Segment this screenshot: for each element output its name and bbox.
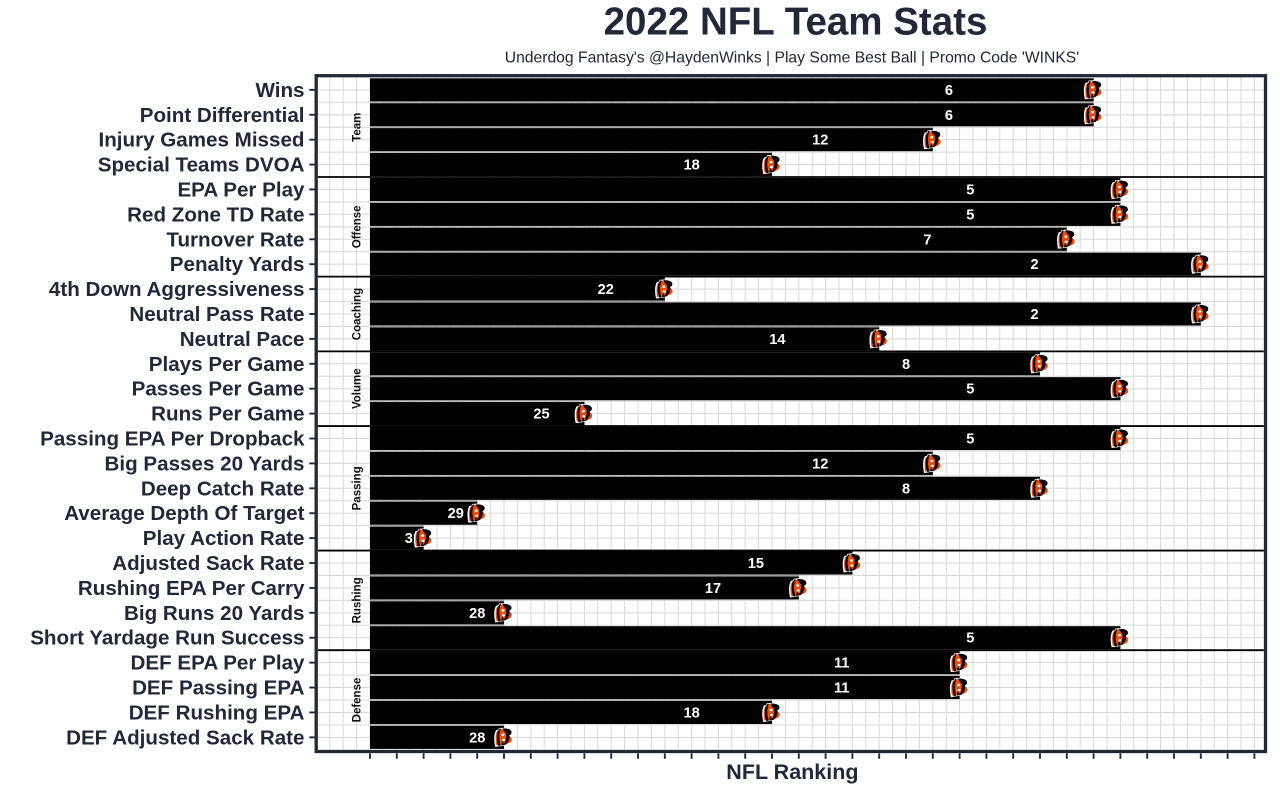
svg-text:22: 22	[598, 282, 614, 298]
svg-text:5: 5	[966, 182, 974, 198]
svg-text:Injury Games Missed: Injury Games Missed	[98, 129, 304, 152]
svg-text:12: 12	[812, 133, 828, 149]
svg-text:DEF Rushing EPA: DEF Rushing EPA	[129, 701, 305, 724]
svg-text:Team: Team	[351, 113, 363, 142]
svg-text:Passing: Passing	[351, 466, 363, 510]
svg-text:14: 14	[769, 332, 786, 348]
svg-text:DEF Passing EPA: DEF Passing EPA	[132, 677, 305, 700]
svg-text:6: 6	[945, 108, 953, 124]
svg-text:Rushing: Rushing	[351, 577, 363, 623]
svg-text:15: 15	[748, 556, 764, 572]
svg-text:5: 5	[966, 207, 974, 223]
svg-text:Red Zone TD Rate: Red Zone TD Rate	[127, 203, 304, 226]
svg-text:Big Passes 20 Yards: Big Passes 20 Yards	[105, 452, 305, 475]
svg-text:Deep Catch Rate: Deep Catch Rate	[141, 477, 305, 500]
svg-text:Volume: Volume	[351, 368, 363, 409]
svg-text:4th Down Aggressiveness: 4th Down Aggressiveness	[49, 278, 305, 301]
svg-text:Special Teams DVOA: Special Teams DVOA	[98, 154, 305, 177]
svg-text:Neutral Pass Rate: Neutral Pass Rate	[129, 303, 304, 326]
svg-text:7: 7	[923, 232, 931, 248]
svg-text:25: 25	[533, 407, 549, 423]
svg-text:2022 NFL Team Stats: 2022 NFL Team Stats	[604, 1, 988, 44]
svg-text:Play Action Rate: Play Action Rate	[143, 527, 305, 550]
svg-text:Plays Per Game: Plays Per Game	[149, 353, 305, 376]
svg-text:Defense: Defense	[351, 678, 363, 723]
svg-text:Offense: Offense	[351, 205, 363, 248]
svg-text:Coaching: Coaching	[351, 288, 363, 340]
svg-text:28: 28	[469, 606, 485, 622]
svg-text:Point Differential: Point Differential	[140, 104, 305, 127]
svg-text:Passing EPA Per Dropback: Passing EPA Per Dropback	[40, 428, 305, 451]
svg-text:Turnover Rate: Turnover Rate	[166, 228, 304, 251]
svg-text:DEF EPA Per Play: DEF EPA Per Play	[131, 652, 306, 675]
svg-text:Big Runs 20 Yards: Big Runs 20 Yards	[124, 602, 304, 625]
svg-text:8: 8	[902, 481, 910, 497]
svg-text:NFL Ranking: NFL Ranking	[726, 760, 858, 784]
svg-text:17: 17	[705, 581, 721, 597]
svg-text:12: 12	[812, 456, 828, 472]
svg-text:18: 18	[683, 158, 699, 174]
svg-text:Underdog Fantasy's @HaydenWink: Underdog Fantasy's @HaydenWinks | Play S…	[505, 49, 1080, 66]
svg-text:29: 29	[448, 506, 464, 522]
svg-text:Passes Per Game: Passes Per Game	[132, 378, 305, 401]
svg-text:Neutral Pace: Neutral Pace	[180, 328, 305, 351]
svg-text:2: 2	[1031, 257, 1039, 273]
svg-text:Rushing EPA Per Carry: Rushing EPA Per Carry	[78, 577, 305, 600]
svg-text:5: 5	[966, 382, 974, 398]
svg-text:DEF Adjusted Sack Rate: DEF Adjusted Sack Rate	[66, 726, 304, 749]
svg-text:11: 11	[834, 681, 849, 697]
svg-text:5: 5	[966, 631, 974, 647]
svg-text:18: 18	[683, 705, 699, 721]
svg-text:8: 8	[902, 357, 910, 373]
svg-text:11: 11	[834, 656, 849, 672]
svg-text:Wins: Wins	[255, 79, 304, 102]
svg-text:Penalty Yards: Penalty Yards	[170, 253, 305, 276]
svg-text:2: 2	[1031, 307, 1039, 323]
svg-text:Runs Per Game: Runs Per Game	[151, 403, 304, 426]
svg-text:5: 5	[966, 432, 974, 448]
svg-text:EPA Per Play: EPA Per Play	[177, 178, 305, 201]
svg-text:28: 28	[469, 730, 485, 746]
svg-text:Short Yardage Run Success: Short Yardage Run Success	[30, 627, 304, 650]
svg-text:Average Depth Of Target: Average Depth Of Target	[64, 502, 304, 525]
svg-text:Adjusted Sack Rate: Adjusted Sack Rate	[112, 552, 304, 575]
svg-text:6: 6	[945, 83, 953, 99]
